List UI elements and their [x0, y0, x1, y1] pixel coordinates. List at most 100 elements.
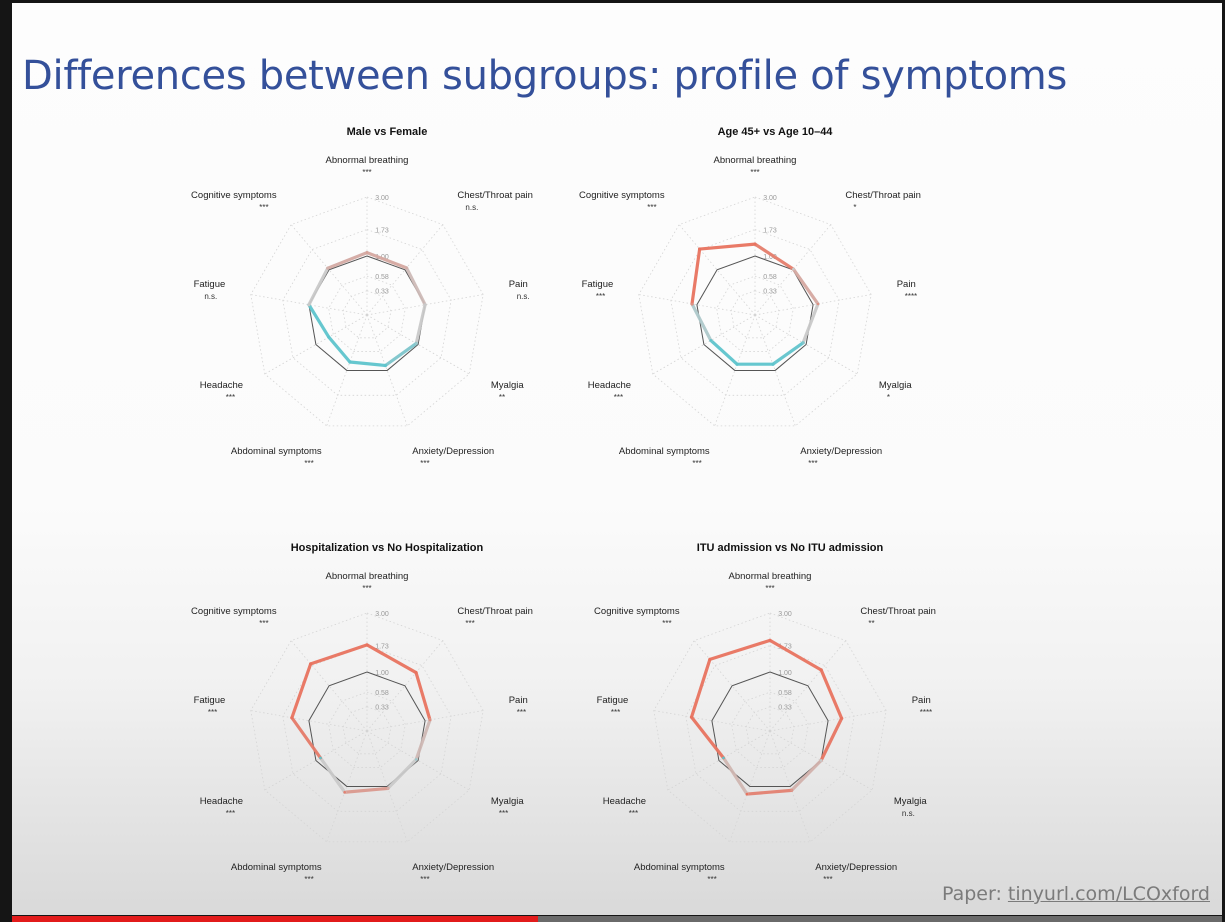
radar-axis-label: Anxiety/Depression [412, 862, 494, 873]
radar-tick-label: 1.73 [375, 228, 389, 235]
radar-tick-label: 3.00 [778, 611, 792, 618]
radar-axis-label: Chest/Throat pain [860, 606, 936, 617]
radar-significance-label: *** [420, 875, 429, 884]
radar-data-point [792, 267, 795, 271]
radar-grid-ring [730, 290, 780, 339]
presentation-slide: Differences between subgroups: profile o… [12, 3, 1222, 915]
radar-axis-label: Headache [200, 796, 243, 807]
radar-data-point [709, 339, 713, 342]
radar-grid-ring [342, 706, 392, 755]
radar-series-segment [721, 756, 749, 796]
radar-tick-label: 3.00 [375, 611, 389, 618]
radar-series-segment [414, 670, 432, 722]
radar-significance-label: *** [362, 584, 371, 593]
radar-data-point [801, 341, 805, 345]
radar-axis-label: Headache [588, 380, 631, 391]
radar-chart-title: ITU admission vs No ITU admission [697, 542, 884, 554]
radar-significance-label: **** [920, 708, 932, 717]
radar-axis-label: Abdominal symptoms [634, 862, 725, 873]
radar-chart-title: Age 45+ vs Age 10–44 [718, 126, 834, 138]
radar-axis-label: Fatigue [582, 279, 614, 290]
radar-series [307, 251, 427, 368]
radar-axis-label: Pain [912, 695, 931, 706]
radar-data-point [405, 266, 408, 270]
radar-axis-label: Fatigue [597, 695, 629, 706]
radar-reference-ring [711, 671, 829, 787]
radar-tick-label: 3.00 [763, 195, 777, 202]
radar-axis-label: Anxiety/Depression [412, 446, 494, 457]
radar-data-point [790, 789, 793, 792]
radar-series-segment [708, 638, 772, 661]
radar-data-point [327, 335, 331, 339]
radar-significance-label: *** [304, 459, 313, 468]
radar-significance-label: * [853, 203, 856, 212]
radar-significance-label: n.s. [517, 292, 530, 301]
paper-link[interactable]: tinyurl.com/LCOxford [1007, 883, 1210, 905]
radar-chart-4: ITU admission vs No ITU admission 0.33 0.5… [594, 542, 936, 884]
radar-series-segment [414, 303, 427, 346]
radar-significance-label: *** [629, 809, 638, 818]
radar-series-segment [690, 247, 702, 306]
radar-data-point [326, 266, 330, 270]
radar-significance-label: *** [611, 708, 620, 717]
radar-data-point [708, 658, 712, 661]
radar-axis-label: Anxiety/Depression [815, 862, 897, 873]
radar-tick-label: 0.33 [763, 289, 777, 296]
radar-grid-ring [250, 196, 484, 427]
radar-axis-label: Abdominal symptoms [231, 446, 322, 457]
radar-series [690, 242, 820, 366]
radar-reference-ring [308, 671, 426, 787]
radar-axis-label: Pain [509, 279, 528, 290]
radar-series-segment [801, 302, 820, 345]
radar-significance-label: ** [868, 619, 874, 628]
radar-data-point [290, 716, 294, 720]
radar-axis-label: Cognitive symptoms [191, 190, 277, 201]
radar-significance-label: *** [823, 875, 832, 884]
radar-chart-3: Hospitalization vs No Hospitalization 0.3… [191, 542, 533, 884]
radar-axis-label: Cognitive symptoms [191, 606, 277, 617]
radar-tick-label: 0.33 [375, 705, 389, 712]
radar-series-segment [404, 266, 427, 307]
radar-significance-label: n.s. [902, 809, 915, 818]
radar-axis-label: Abnormal breathing [729, 571, 812, 582]
radar-axis-label: Myalgia [491, 796, 524, 807]
radar-data-point [840, 717, 843, 720]
radar-axis-label: Headache [200, 380, 243, 391]
radar-tick-label: 1.00 [375, 670, 389, 677]
radar-significance-label: *** [226, 809, 235, 818]
radar-data-point [307, 303, 311, 307]
radar-reference-ring [696, 255, 814, 371]
radar-series-segment [365, 643, 418, 675]
radar-axis-label: Abdominal symptoms [231, 862, 322, 873]
radar-axis-label: Pain [897, 279, 916, 290]
radar-grid-ring [745, 706, 795, 755]
radar-data-point [386, 787, 390, 790]
radar-series-segment [386, 757, 418, 791]
radar-significance-label: * [887, 393, 890, 402]
radar-axis-label: Chest/Throat pain [845, 190, 921, 201]
radar-significance-label: *** [499, 809, 508, 818]
radar-tick-label: 1.00 [778, 670, 792, 677]
radar-series-segment [326, 251, 369, 270]
radar-significance-label: *** [226, 393, 235, 402]
radar-axis-label: Anxiety/Depression [800, 446, 882, 457]
radar-significance-label: *** [420, 459, 429, 468]
radar-tick-label: 1.00 [763, 254, 777, 261]
radar-significance-label: *** [517, 708, 526, 717]
video-progress-bar[interactable] [12, 916, 1222, 922]
radar-data-point [819, 668, 823, 672]
radar-significance-label: *** [614, 393, 623, 402]
radar-data-point [745, 792, 749, 796]
radar-tick-label: 1.73 [778, 644, 792, 651]
radar-grid [653, 612, 887, 843]
radar-axis-label: Myalgia [894, 796, 927, 807]
slide-title: Differences between subgroups: profile o… [22, 53, 1068, 99]
radar-grid [638, 196, 872, 427]
radar-data-point [348, 360, 352, 364]
radar-charts: Male vs Female 0.33 0.58 1.00 1.73 3.00 Abnorm… [191, 126, 936, 884]
radar-significance-label: *** [662, 619, 671, 628]
radar-series-segment [327, 335, 352, 364]
radar-tick-label: 0.33 [778, 705, 792, 712]
radar-series-segment [383, 341, 418, 368]
radar-series-segment [709, 338, 739, 366]
